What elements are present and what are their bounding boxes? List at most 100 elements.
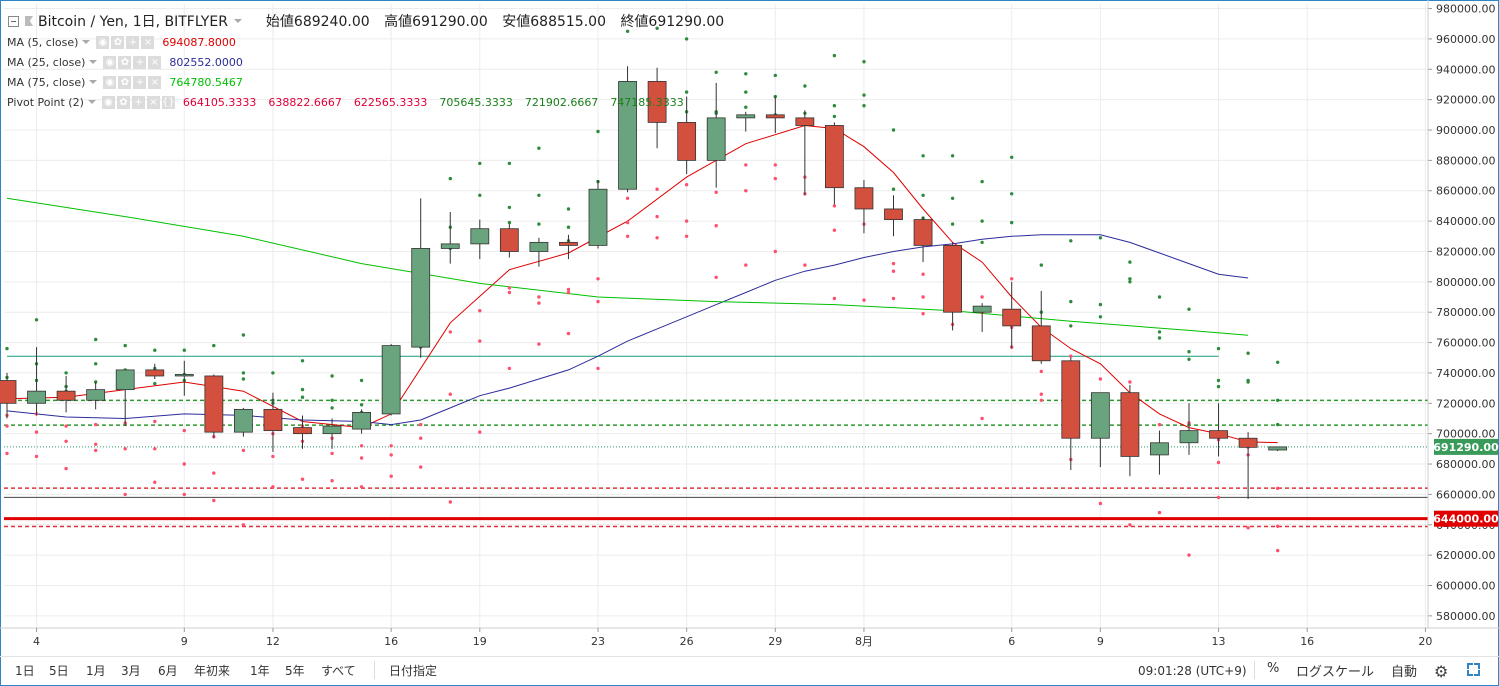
pivot-point — [744, 263, 748, 267]
timeframe-button[interactable]: 5年 — [285, 664, 305, 678]
candle-body — [913, 219, 933, 246]
pivot-point — [921, 272, 925, 276]
pivot-point — [684, 183, 689, 187]
pivot-point — [625, 220, 630, 225]
x-tick-label: 9 — [1097, 635, 1104, 648]
fullscreen-icon[interactable] — [1467, 663, 1480, 676]
close-icon[interactable]: × — [146, 95, 160, 109]
pivot-point — [478, 339, 482, 343]
y-tick-label: 960000.00 — [1436, 33, 1496, 46]
close-icon[interactable]: × — [148, 55, 162, 69]
candle-body — [411, 248, 431, 348]
pivot-point — [625, 234, 630, 238]
close-icon[interactable]: × — [141, 35, 155, 49]
percent-toggle[interactable]: % — [1267, 661, 1280, 676]
pivot-point — [241, 333, 246, 337]
close-icon[interactable]: × — [148, 75, 162, 89]
timeframe-button[interactable]: 3月 — [121, 664, 141, 678]
plus-icon[interactable]: + — [126, 35, 140, 49]
chevron-down-icon[interactable] — [233, 19, 242, 23]
timeframe-button[interactable]: 1日 — [15, 664, 35, 678]
collapse-icon[interactable] — [8, 15, 19, 27]
pivot-point — [64, 466, 68, 471]
plus-icon[interactable]: + — [133, 55, 147, 69]
timeframe-button[interactable]: 5日 — [49, 664, 69, 678]
pivot-point — [507, 290, 512, 295]
candle-body — [1090, 392, 1110, 439]
indicator-value: 721902.6667 — [524, 95, 599, 109]
chevron-down-icon[interactable] — [82, 40, 91, 44]
chevron-down-icon[interactable] — [87, 100, 96, 104]
candle-body — [736, 114, 756, 119]
candle-body — [706, 117, 726, 161]
date-range-button[interactable]: 日付指定 — [389, 664, 438, 678]
pivot-point — [655, 187, 659, 191]
pivot-point — [655, 26, 659, 30]
eye-icon[interactable]: ◉ — [101, 95, 115, 109]
candle-body — [943, 245, 962, 313]
candle-body — [204, 375, 224, 433]
bracket-icon[interactable]: {} — [161, 95, 175, 109]
pivot-point — [64, 371, 68, 375]
pivot-point — [980, 179, 984, 184]
gear-icon[interactable]: ✿ — [118, 75, 132, 89]
log-scale-toggle[interactable]: ログスケール — [1296, 665, 1375, 680]
pivot-point — [1010, 220, 1014, 225]
pivot-point — [1276, 548, 1280, 553]
indicator-row[interactable]: MA (75, close) ◉ ✿ + × 764780.5467 — [7, 74, 249, 90]
pivot-point — [891, 261, 896, 266]
pivot-point — [832, 53, 837, 58]
pivot-point — [714, 190, 718, 194]
pivot-point — [862, 93, 866, 97]
candle-body — [174, 374, 194, 377]
candle-body — [559, 241, 578, 246]
pivot-point — [94, 448, 98, 453]
x-tick-label: 16 — [384, 635, 398, 648]
candle-body — [795, 117, 815, 126]
chevron-down-icon[interactable] — [89, 80, 98, 84]
indicator-value: 764780.5467 — [169, 75, 243, 89]
pivot-point — [478, 161, 482, 166]
timeframe-button[interactable]: 1月 — [86, 664, 106, 678]
close-value: 終値691290.00 — [620, 14, 725, 30]
pivot-point — [94, 380, 98, 384]
pivot-point — [1098, 377, 1103, 381]
candle-body — [677, 122, 697, 161]
gear-icon[interactable]: ✿ — [118, 55, 132, 69]
pivot-point — [359, 378, 364, 383]
eye-icon[interactable]: ◉ — [103, 55, 117, 69]
pivot-point — [714, 70, 718, 75]
eye-icon[interactable]: ◉ — [96, 35, 110, 49]
divider — [374, 661, 375, 679]
indicator-row[interactable]: Pivot Point (2) ◉ ✿ + ×{} 664105.3333 638822.6… — [7, 94, 690, 110]
candle-body — [293, 427, 312, 435]
price-label-box — [1434, 438, 1498, 455]
gear-icon[interactable]: ✿ — [111, 35, 125, 49]
pivot-point — [655, 214, 659, 219]
pivot-point — [1098, 501, 1103, 506]
timeframe-button[interactable]: 年初来 — [194, 664, 231, 678]
pivot-point — [1069, 299, 1073, 304]
pivot-point — [507, 286, 512, 290]
plus-icon[interactable]: + — [133, 75, 147, 89]
pivot-point — [241, 377, 246, 381]
pivot-point — [1128, 523, 1132, 527]
chevron-down-icon[interactable] — [89, 60, 98, 64]
candle-body — [27, 390, 46, 404]
timeframe-button[interactable]: すべて — [321, 664, 356, 678]
pivot-point — [655, 236, 659, 240]
low-value: 安値688515.00 — [502, 14, 606, 30]
eye-icon[interactable]: ◉ — [103, 75, 117, 89]
plus-icon[interactable]: + — [131, 95, 145, 109]
price-label: 644000.00 — [1433, 513, 1499, 526]
timeframe-button[interactable]: 1年 — [250, 664, 270, 678]
candles — [0, 66, 1288, 499]
indicator-row[interactable]: MA (25, close) ◉ ✿ + × 802552.0000 — [7, 54, 249, 70]
pivot-point — [5, 451, 9, 456]
indicator-row[interactable]: MA (5, close) ◉ ✿ + × 694087.8000 — [7, 34, 242, 50]
gear-icon[interactable]: ⚙ — [1434, 662, 1449, 681]
gear-icon[interactable]: ✿ — [116, 95, 130, 109]
price-chart[interactable]: 580000.00600000.00620000.00640000.006600… — [0, 0, 1499, 656]
auto-scale-toggle[interactable]: 自動 — [1391, 665, 1418, 680]
timeframe-button[interactable]: 6月 — [158, 664, 178, 678]
